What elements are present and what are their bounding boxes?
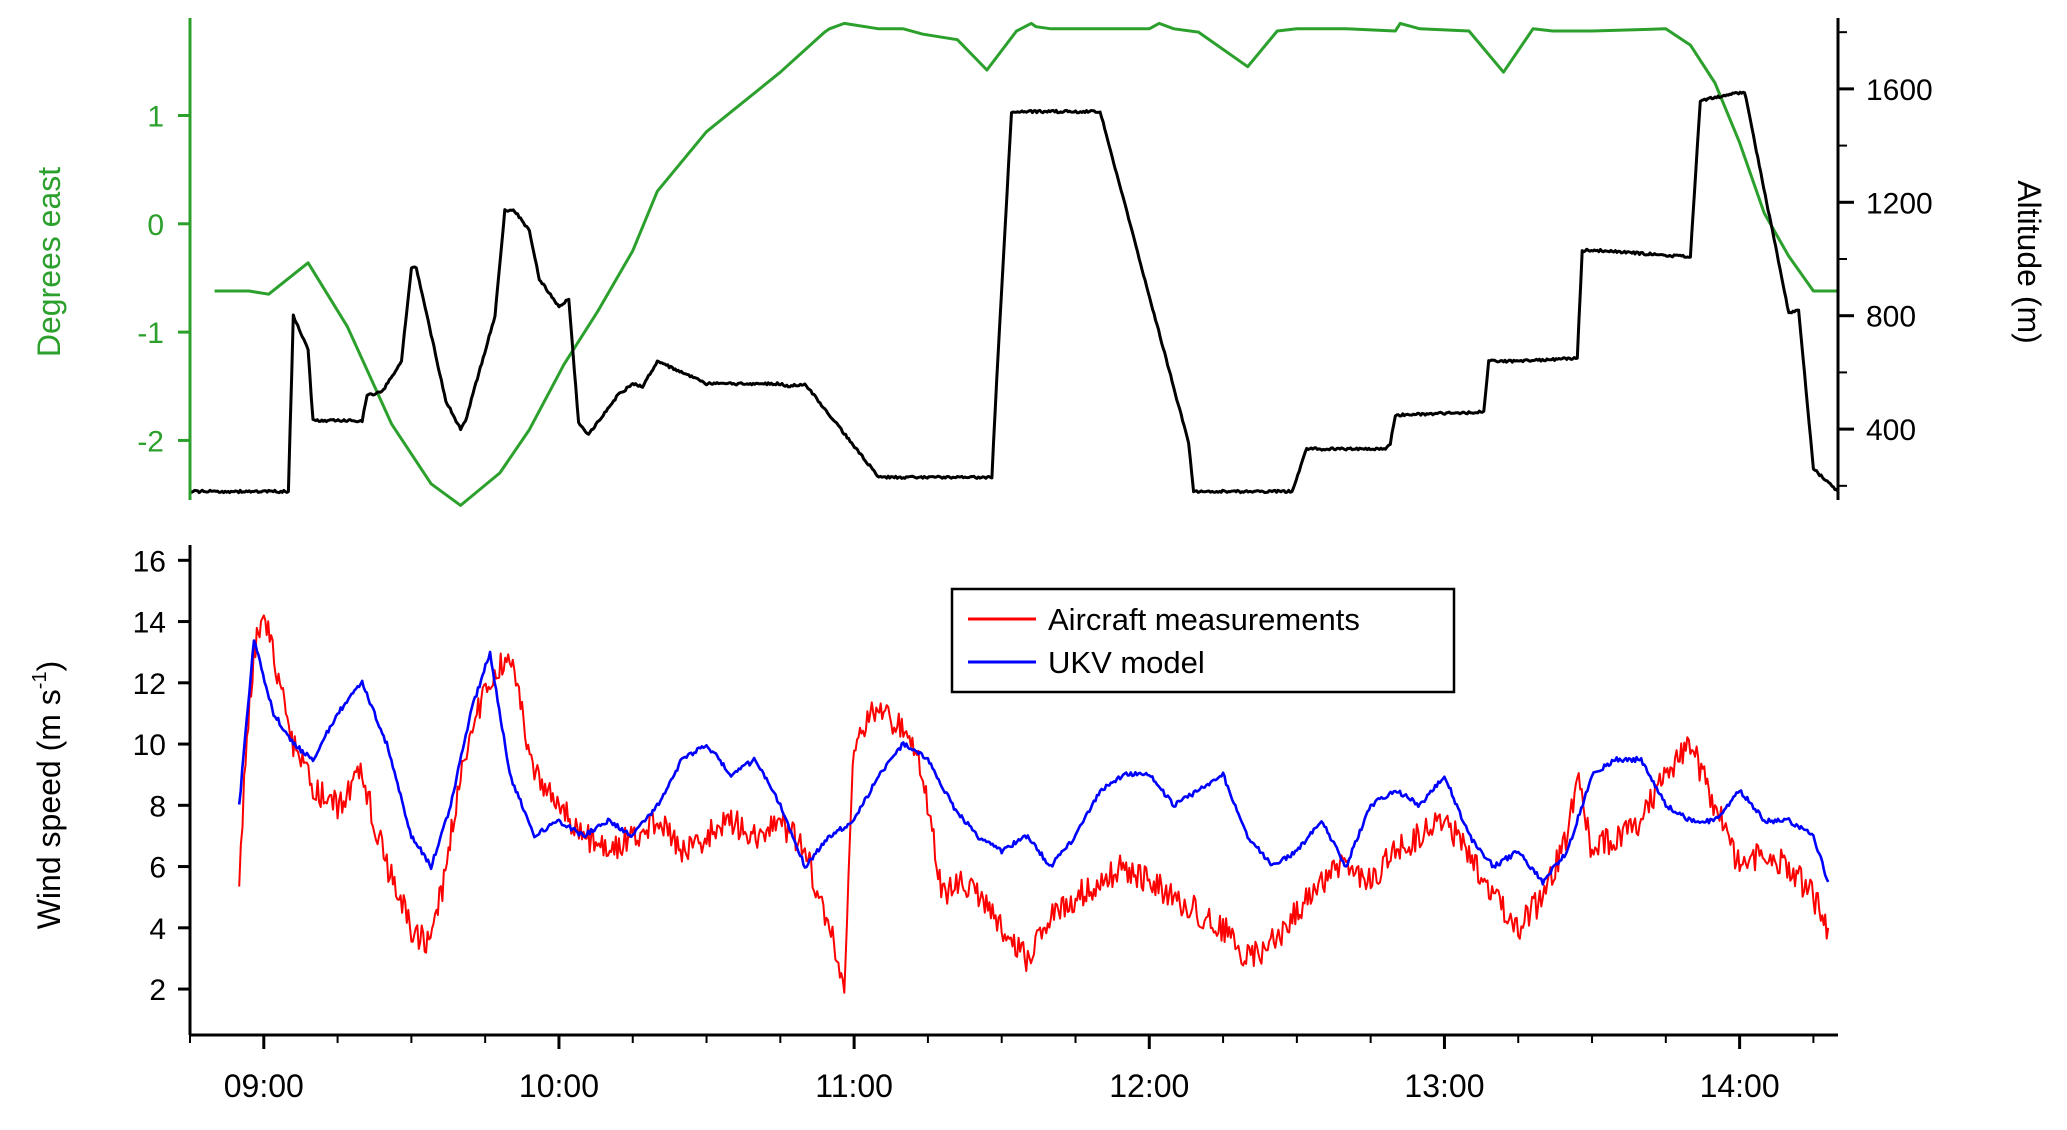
bottom-y-tick-label: 14: [133, 607, 166, 640]
bottom-x-ticks: 09:00 10:00 11:00 12:00 13:00 14:00: [189, 1035, 1815, 1104]
bottom-x-tick-label: 13:00: [1404, 1068, 1484, 1104]
legend: Aircraft measurements UKV model: [950, 587, 1456, 694]
top-left-ticks: -2 -1 0 1: [137, 100, 190, 458]
bottom-y-tick-label: 6: [149, 852, 166, 885]
top-right-tick-label: 400: [1866, 414, 1916, 447]
aircraft-measurements-line: [238, 614, 1830, 994]
top-chart: -2 -1 0 1 400 800 1200 1600 Degrees east Altit…: [31, 18, 2047, 507]
bottom-x-tick-label: 09:00: [224, 1068, 304, 1104]
bottom-y-tick-label: 4: [149, 913, 166, 946]
top-left-tick-label: -2: [137, 425, 164, 458]
bottom-x-tick-label: 10:00: [519, 1068, 599, 1104]
bottom-chart: 2 4 6 8 10 12 14 16 09:00 10:00 11:00 12:00 13:00 14…: [29, 545, 1838, 1104]
bottom-y-tick-label: 2: [149, 974, 166, 1007]
longitude-line: [214, 21, 1838, 507]
top-right-tick-label: 800: [1866, 301, 1916, 334]
top-series-group: [188, 21, 1840, 507]
legend-label-model: UKV model: [1048, 645, 1205, 680]
altitude-line: [188, 90, 1840, 495]
bottom-y-tick-label: 16: [133, 545, 166, 578]
bottom-x-tick-label: 11:00: [815, 1068, 893, 1104]
bottom-y-tick-label: 10: [133, 729, 166, 762]
top-right-tick-label: 1200: [1866, 187, 1933, 220]
bottom-y-axis-title: Wind speed (m s-1): [29, 661, 67, 930]
legend-box: [950, 587, 1456, 694]
bottom-y-tick-label: 8: [149, 790, 166, 823]
top-right-axis-title: Altitude (m): [2011, 180, 2047, 344]
ukv-model-line: [237, 639, 1830, 886]
top-right-tick-label: 1600: [1866, 74, 1933, 107]
top-right-ticks: 400 800 1200 1600: [1838, 31, 1933, 487]
bottom-x-tick-label: 14:00: [1700, 1068, 1780, 1104]
bottom-series-group: [237, 614, 1830, 994]
top-left-axis-title: Degrees east: [31, 167, 67, 357]
bottom-y-tick-label: 12: [133, 668, 166, 701]
top-left-tick-label: 0: [147, 209, 164, 242]
top-left-tick-label: -1: [137, 317, 164, 350]
bottom-x-tick-label: 12:00: [1109, 1068, 1189, 1104]
bottom-y-ticks: 2 4 6 8 10 12 14 16: [133, 545, 190, 1007]
top-left-tick-label: 1: [147, 100, 164, 133]
legend-label-aircraft: Aircraft measurements: [1048, 602, 1360, 637]
